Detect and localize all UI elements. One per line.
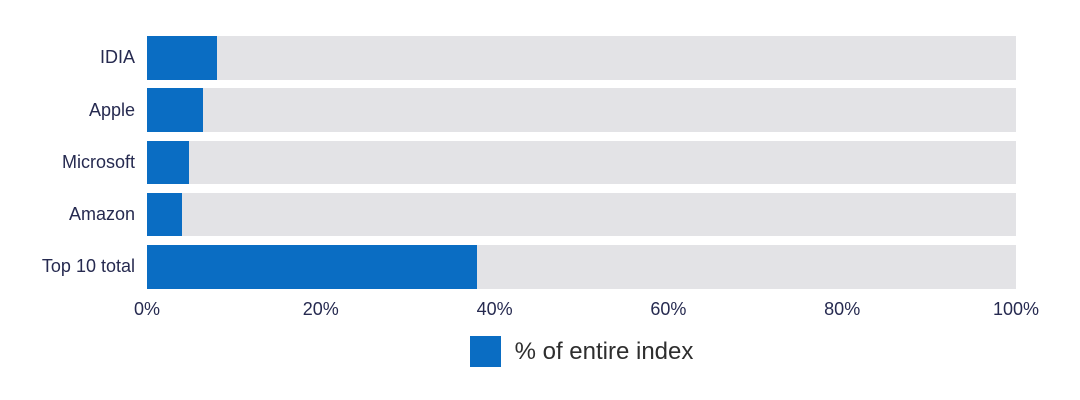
- bar-track: [147, 36, 1016, 80]
- legend-label: % of entire index: [514, 337, 694, 365]
- x-axis-tick-label: 100%: [992, 299, 1040, 319]
- chart-row: Top 10 total: [0, 245, 1016, 289]
- chart-row: Apple: [0, 88, 1016, 132]
- bar-track: [147, 192, 1016, 237]
- bar: [147, 88, 204, 132]
- bar-track: [147, 140, 1016, 185]
- bar: [147, 245, 478, 289]
- category-label: Apple: [88, 99, 135, 120]
- x-axis-tick-label: 0%: [133, 299, 161, 319]
- chart-row: Amazon: [0, 192, 1016, 237]
- category-label: Amazon: [68, 204, 135, 225]
- legend-swatch: [469, 336, 501, 367]
- x-axis-tick-label: 20%: [302, 299, 339, 319]
- x-axis-tick-label: 40%: [476, 299, 513, 319]
- legend: % of entire index: [147, 336, 1016, 367]
- x-axis-tick-label: 80%: [824, 299, 861, 319]
- category-label: IDIA: [99, 47, 135, 68]
- category-label: Microsoft: [61, 151, 135, 172]
- x-axis: 0% 20% 40% 60% 80% 100%: [134, 299, 1039, 321]
- bar-track: [147, 88, 1016, 132]
- bar-track: [147, 245, 1016, 289]
- bar: [147, 140, 189, 185]
- x-axis-tick-label: 60%: [650, 299, 687, 319]
- chart-row: Microsoft: [0, 140, 1016, 185]
- bar: [147, 36, 217, 80]
- category-label: Top 10 total: [41, 256, 135, 277]
- chart-row: IDIA: [0, 36, 1016, 80]
- bar: [147, 192, 182, 237]
- chart-rows: IDIA Apple Microsoft Amazon Top 10 total: [0, 36, 1016, 289]
